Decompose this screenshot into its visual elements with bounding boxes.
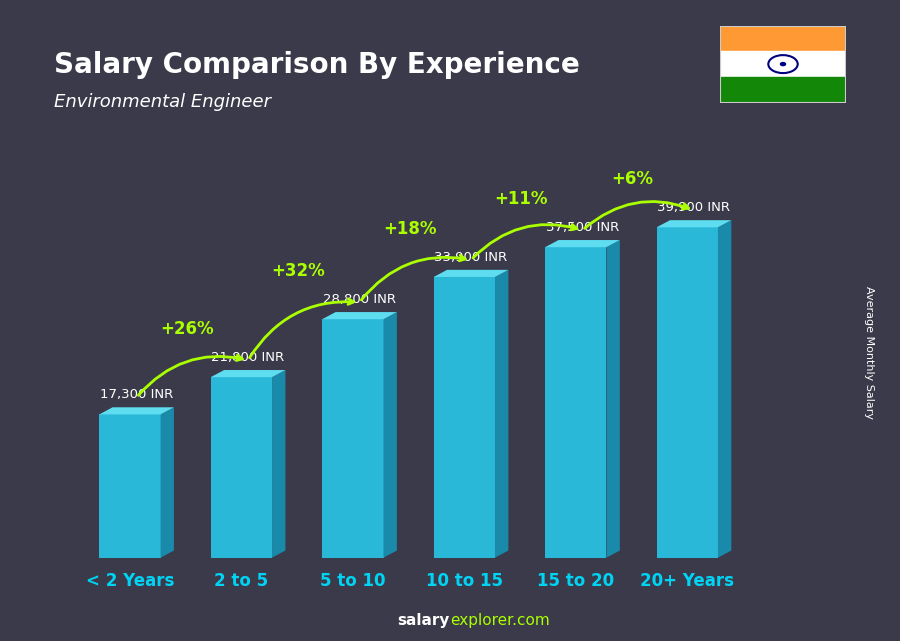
Text: 37,500 INR: 37,500 INR — [546, 221, 619, 234]
Text: Environmental Engineer: Environmental Engineer — [54, 93, 271, 111]
Polygon shape — [160, 407, 174, 558]
Polygon shape — [718, 220, 732, 558]
Polygon shape — [383, 312, 397, 558]
Text: Average Monthly Salary: Average Monthly Salary — [863, 286, 874, 419]
Text: 21,800 INR: 21,800 INR — [212, 351, 284, 364]
Text: +6%: +6% — [612, 171, 653, 188]
Text: Salary Comparison By Experience: Salary Comparison By Experience — [54, 51, 580, 79]
Text: salary: salary — [398, 613, 450, 628]
Text: 28,800 INR: 28,800 INR — [323, 293, 396, 306]
Polygon shape — [322, 312, 397, 319]
Polygon shape — [545, 240, 620, 247]
Bar — [434, 277, 495, 558]
Bar — [99, 415, 160, 558]
Polygon shape — [211, 370, 285, 377]
Text: explorer.com: explorer.com — [450, 613, 550, 628]
Polygon shape — [272, 370, 285, 558]
Text: +11%: +11% — [494, 190, 548, 208]
Bar — [211, 377, 272, 558]
Text: 17,300 INR: 17,300 INR — [100, 388, 173, 401]
Text: +26%: +26% — [160, 320, 213, 338]
Text: 39,900 INR: 39,900 INR — [658, 201, 731, 214]
Polygon shape — [495, 270, 508, 558]
Polygon shape — [99, 407, 174, 415]
Bar — [322, 319, 383, 558]
Bar — [720, 51, 846, 77]
Polygon shape — [657, 220, 732, 228]
Bar — [545, 247, 607, 558]
Text: 33,900 INR: 33,900 INR — [435, 251, 508, 264]
Bar — [657, 228, 718, 558]
Bar — [720, 26, 846, 51]
Text: +32%: +32% — [271, 262, 325, 280]
Text: +18%: +18% — [383, 220, 436, 238]
Circle shape — [780, 63, 786, 65]
Polygon shape — [434, 270, 508, 277]
Bar — [720, 77, 846, 103]
Polygon shape — [607, 240, 620, 558]
